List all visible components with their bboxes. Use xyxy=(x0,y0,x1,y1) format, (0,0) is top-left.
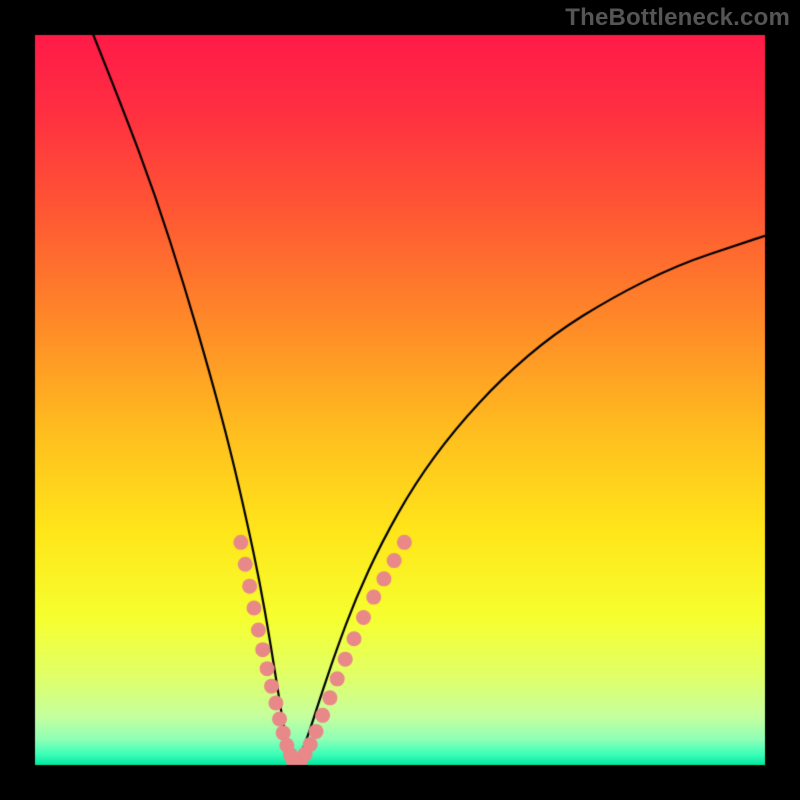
stage: TheBottleneck.com xyxy=(0,0,800,800)
watermark-text: TheBottleneck.com xyxy=(565,4,790,32)
bottleneck-chart-canvas xyxy=(0,0,800,800)
